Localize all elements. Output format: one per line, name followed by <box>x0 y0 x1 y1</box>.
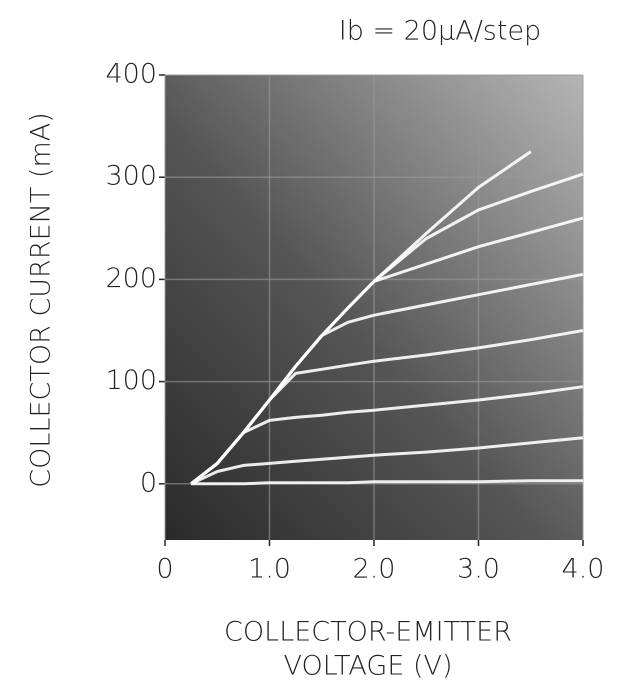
y-tick-label: 200 <box>105 263 157 294</box>
x-axis-label: COLLECTOR-EMITTER <box>224 617 512 648</box>
chart-title: Ib = 20μA/step <box>339 16 541 47</box>
y-tick-label: 400 <box>105 59 157 90</box>
chart: Ib = 20μA/step COLLECTOR CURRENT (mA) CO… <box>0 0 625 685</box>
y-tick-label: 300 <box>105 161 157 192</box>
x-tick-label: 3.0 <box>457 554 500 585</box>
y-tick-label: 100 <box>105 365 157 396</box>
x-axis-label: VOLTAGE (V) <box>283 651 452 682</box>
x-tick-label: 0 <box>156 554 173 585</box>
y-tick-label: 0 <box>140 467 157 498</box>
x-tick-label: 4.0 <box>562 554 605 585</box>
x-tick-label: 1.0 <box>248 554 291 585</box>
y-axis-label: COLLECTOR CURRENT (mA) <box>26 112 57 488</box>
x-tick-label: 2.0 <box>353 554 396 585</box>
